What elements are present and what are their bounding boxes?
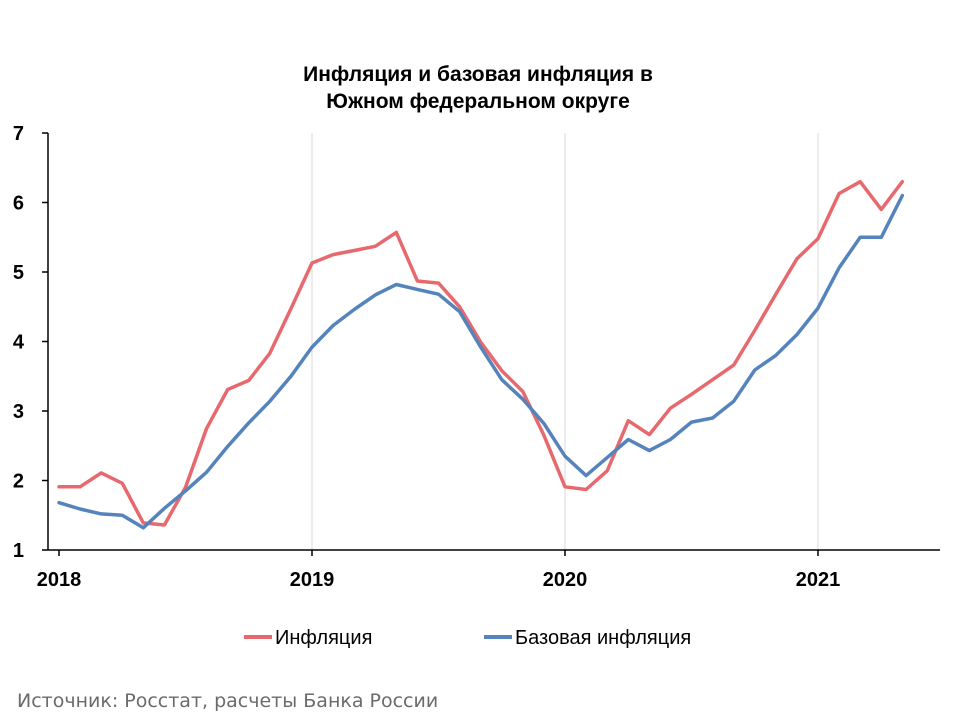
y-tick-label: 6	[13, 193, 24, 215]
series-line-1	[57, 179, 905, 527]
series-line-2	[57, 193, 905, 530]
x-tick-label: 2020	[543, 569, 588, 591]
x-tick-label: 2021	[796, 569, 841, 591]
axes: 1 2 3 4 5 6 7 2018 2019 2020 2021	[13, 123, 940, 591]
chart-title-line-2: Южном федеральном округе	[326, 90, 630, 113]
y-tick-label: 1	[13, 540, 24, 562]
y-tick-label: 4	[13, 332, 25, 354]
y-tick-label: 7	[13, 123, 24, 145]
y-tick-label: 3	[13, 401, 24, 423]
series-lines	[57, 179, 905, 530]
chart-title-line-1: Инфляция и базовая инфляция в	[303, 63, 653, 86]
legend-label: Инфляция	[275, 627, 372, 649]
x-tick-label: 2019	[290, 569, 335, 591]
legend-label: Базовая инфляция	[515, 627, 691, 649]
gridlines	[311, 133, 819, 550]
legend: Инфляция Базовая инфляция	[244, 627, 691, 649]
x-tick-label: 2018	[37, 569, 82, 591]
y-tick-label: 2	[13, 471, 24, 493]
source-note: Источник: Росстат, расчеты Банка России	[17, 690, 439, 712]
y-tick-label: 5	[13, 262, 24, 284]
